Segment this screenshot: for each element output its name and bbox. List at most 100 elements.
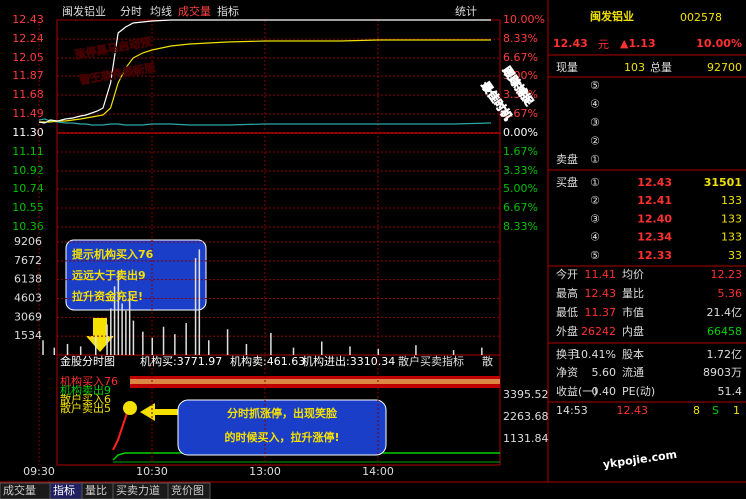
sell-level: ② [590, 135, 600, 148]
volume-bar [95, 336, 97, 355]
buy-volume: 133 [721, 231, 742, 244]
volume-bar [113, 286, 116, 355]
trade-cell: 14:53 [556, 404, 588, 417]
annotation-box [177, 399, 387, 456]
buy-level: ③ [590, 212, 600, 225]
avg-line [39, 39, 491, 123]
volume-bar [151, 337, 153, 355]
tab[interactable] [167, 482, 211, 499]
volume-bar [321, 341, 323, 355]
tab-label[interactable]: 量比 [85, 484, 107, 497]
stat-value: 21.4亿 [707, 306, 743, 319]
pct-tick-label: 8.33% [503, 220, 538, 233]
quote-name: 闽发铝业 [590, 9, 634, 23]
volume-bar [292, 347, 295, 355]
index_line-line [38, 118, 492, 126]
pct-tick-label: 6.67% [503, 201, 538, 214]
buy-price: 12.40 [637, 212, 672, 225]
label: 103 [624, 61, 645, 74]
stat-value: 11.41 [585, 268, 617, 281]
volume-bar [42, 340, 44, 355]
chart-tab[interactable]: 分时 [120, 5, 142, 18]
volume-bar [106, 324, 108, 355]
volume-tick-label: 6138 [14, 273, 42, 286]
volume-bar [66, 343, 69, 355]
stat-value: 5.60 [592, 366, 617, 379]
stat-label: 量比 [622, 287, 644, 300]
volume-bar [481, 347, 483, 355]
x-tick-label: 13:00 [249, 465, 281, 478]
trade-cell: S [712, 404, 719, 417]
buy-price: 12.34 [637, 231, 672, 244]
volume-bar [125, 310, 127, 355]
indicator-axis-label: 2263.68 [503, 410, 549, 423]
quote-unit: 元 [598, 38, 609, 51]
stat-label: 净资 [556, 365, 578, 379]
stat-value: 8903万 [703, 366, 742, 379]
chart-tab[interactable]: 均线 [150, 4, 172, 18]
buy-price: 12.33 [637, 249, 672, 262]
stat-label: 今开 [556, 267, 578, 281]
pct-tick-label: 1.67% [503, 107, 538, 120]
y-tick-label: 12.05 [12, 51, 44, 64]
annotation-text: 分时抓涨停，出现笑脸 [227, 406, 338, 420]
annotation-text: 提示机构买入76 [72, 247, 154, 261]
x-tick-label: 10:30 [136, 465, 168, 478]
volume-bar [270, 332, 272, 355]
stat-label: 市值 [622, 305, 644, 319]
indicator-item: 机构进出:3310.34 [302, 354, 395, 368]
trade-cell: 1 [733, 404, 740, 417]
annotation-text: 远远大于卖出9 [72, 268, 146, 282]
stat-value: 12.23 [711, 268, 743, 281]
y-tick-label: 10.74 [12, 182, 44, 195]
stat-label: 流通 [622, 365, 644, 379]
sell-level: ① [590, 153, 600, 166]
tab-label[interactable]: 成交量 [3, 483, 36, 497]
sell-level: ③ [590, 116, 600, 129]
stat-label: PE(动) [622, 385, 655, 398]
indicator-item: 散 [482, 354, 493, 368]
buy-label: 买盘 [556, 175, 578, 189]
volume-bar [53, 347, 56, 355]
tab-label[interactable]: 指标 [53, 483, 75, 497]
pct-tick-label: 3.33% [503, 164, 538, 177]
volume-bar [415, 345, 417, 355]
volume-tick-label: 7672 [14, 254, 42, 267]
price-line [38, 19, 491, 124]
buy-price: 12.43 [637, 176, 672, 189]
buy-level: ④ [590, 231, 600, 244]
pct-tick-label: 6.67% [503, 51, 538, 64]
indicator-title: 金股分时图 [60, 354, 115, 368]
volume-bar [174, 334, 176, 355]
volume-bar [349, 346, 351, 355]
tab-label[interactable]: 竞价图 [171, 483, 204, 497]
label: 92700 [707, 61, 742, 74]
stat-label: 换手 [556, 347, 578, 361]
indicator-item: 散户买卖指标 [398, 354, 464, 368]
tab-label[interactable]: 买卖力道 [116, 483, 160, 497]
y-tick-label: 11.11 [12, 145, 44, 158]
pct-tick-label: 10.00% [503, 13, 545, 26]
stat-value: 12.43 [585, 287, 617, 300]
indicator-legend: 机构买入76 [60, 374, 118, 388]
volume-bar [226, 329, 229, 355]
volume-bar [128, 292, 131, 355]
y-tick-label: 11.30 [12, 126, 44, 139]
buy-volume: 31501 [704, 176, 742, 189]
indicator-axis-label: 3395.52 [503, 388, 549, 401]
label: 总量 [650, 60, 672, 74]
buy-volume: 133 [721, 194, 742, 207]
label: 现量 [556, 61, 578, 74]
volume-bar [162, 326, 165, 355]
volume-bar [142, 331, 144, 355]
trade-cell: 12.43 [617, 404, 649, 417]
stat-label: 最高 [556, 286, 578, 300]
chart-tab[interactable]: 指标 [217, 4, 239, 18]
quote-price: 12.43 [553, 37, 588, 50]
smiley [123, 401, 137, 415]
chart-tab[interactable]: 成交量 [178, 4, 211, 18]
stat-label: 收益(一) [556, 384, 598, 398]
x-tick-label: 09:30 [23, 465, 55, 478]
volume-bar [117, 270, 120, 355]
volume-bar [245, 343, 248, 355]
